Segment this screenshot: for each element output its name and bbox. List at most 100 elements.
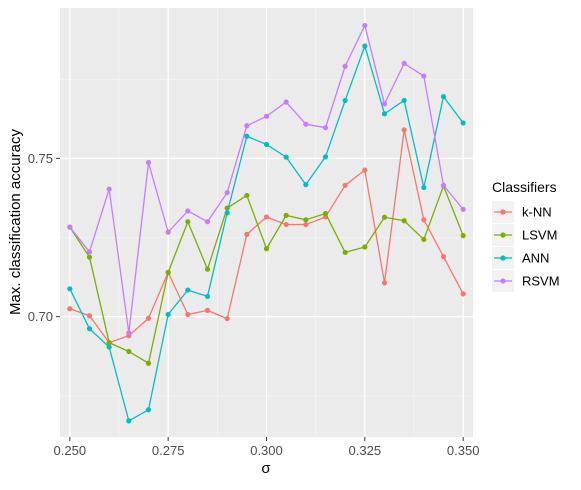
data-point-ann (401, 97, 407, 104)
data-point-ann (145, 407, 152, 413)
legend-item-ann: ANN (492, 247, 549, 269)
x-tick-label: 0.325 (349, 443, 382, 458)
data-point-ann (263, 141, 270, 148)
data-point-ann (322, 154, 329, 160)
data-point-rsvm (342, 63, 348, 69)
data-point-ann (86, 326, 93, 332)
data-point-k-nn (460, 291, 466, 297)
x-tick-label: 0.300 (250, 443, 283, 458)
data-point-lsvm (165, 269, 171, 275)
data-point-k-nn (86, 313, 93, 319)
data-point-ann (303, 182, 309, 188)
data-point-ann (185, 287, 191, 293)
data-point-ann (362, 43, 368, 49)
data-point-rsvm (381, 101, 388, 107)
data-point-k-nn (224, 315, 230, 322)
data-point-lsvm (283, 212, 289, 218)
data-point-k-nn (263, 214, 270, 220)
data-point-lsvm (204, 266, 211, 272)
data-point-k-nn (145, 315, 152, 321)
data-point-lsvm (185, 219, 191, 225)
y-tick-label: 0.70 (28, 309, 53, 324)
series-ann (67, 43, 466, 424)
data-point-rsvm (86, 249, 93, 255)
data-point-ann (460, 120, 466, 126)
data-point-rsvm (303, 121, 309, 127)
data-point-rsvm (460, 206, 466, 212)
data-point-k-nn (342, 182, 348, 188)
data-point-ann (342, 97, 348, 104)
legend-label: LSVM (522, 228, 557, 243)
data-point-ann (381, 111, 388, 117)
data-point-lsvm (381, 214, 388, 220)
data-point-rsvm (440, 182, 447, 188)
legend: Classifiers k-NN LSVM ANN RSVM (492, 179, 560, 292)
data-point-ann (106, 344, 112, 350)
data-point-ann (440, 94, 447, 100)
data-point-rsvm (145, 159, 152, 166)
data-point-k-nn (381, 280, 388, 286)
major-gridlines (60, 8, 473, 437)
series-rsvm (67, 22, 466, 336)
x-axis: 0.250 0.275 0.300 0.325 0.350 (54, 437, 480, 458)
data-point-k-nn (185, 311, 191, 318)
data-point-k-nn (401, 127, 407, 133)
data-point-lsvm (421, 236, 427, 243)
data-point-lsvm (106, 340, 112, 346)
legend-label: ANN (522, 251, 549, 266)
data-point-rsvm (106, 186, 112, 192)
data-point-lsvm (145, 360, 152, 366)
data-point-ann (224, 210, 230, 216)
data-point-k-nn (421, 217, 427, 223)
series-layer (67, 22, 466, 424)
data-point-lsvm (322, 210, 329, 217)
data-point-lsvm (126, 348, 132, 355)
legend-item-k-nn: k-NN (492, 201, 552, 223)
data-point-ann (283, 154, 289, 160)
data-point-ann (421, 184, 427, 191)
data-point-rsvm (322, 125, 329, 131)
y-axis-title: Max. classification accuracy (7, 129, 24, 315)
data-point-lsvm (303, 217, 309, 223)
data-point-lsvm (342, 249, 348, 256)
data-point-lsvm (263, 246, 270, 252)
data-point-rsvm (165, 229, 171, 235)
data-point-k-nn (303, 221, 309, 228)
data-point-ann (67, 286, 73, 292)
data-point-k-nn (67, 306, 73, 312)
data-point-rsvm (126, 330, 132, 336)
x-tick-label: 0.250 (54, 443, 87, 458)
data-point-rsvm (224, 189, 230, 196)
legend-key-point (500, 232, 506, 238)
data-point-rsvm (263, 113, 270, 119)
data-point-ann (244, 133, 250, 139)
data-point-rsvm (401, 60, 407, 67)
data-point-k-nn (440, 253, 447, 260)
data-point-k-nn (283, 221, 289, 228)
legend-key-point (500, 209, 506, 215)
data-point-lsvm (401, 218, 407, 224)
legend-label: k-NN (522, 205, 552, 220)
data-point-rsvm (244, 123, 250, 129)
x-tick-label: 0.350 (447, 443, 480, 458)
data-point-rsvm (362, 22, 368, 29)
data-point-rsvm (67, 224, 73, 230)
legend-key-point (500, 255, 506, 261)
legend-key-point (500, 278, 506, 284)
data-point-lsvm (86, 254, 93, 260)
data-point-rsvm (283, 99, 289, 105)
series-lsvm (67, 183, 466, 366)
data-point-ann (165, 311, 171, 318)
data-point-k-nn (204, 307, 211, 313)
data-point-lsvm (362, 244, 368, 250)
x-axis-title: σ (261, 460, 271, 477)
data-point-k-nn (244, 231, 250, 237)
data-point-ann (204, 293, 211, 300)
legend-label: RSVM (522, 274, 560, 289)
data-point-rsvm (185, 208, 191, 214)
legend-title: Classifiers (492, 179, 557, 195)
data-point-rsvm (421, 73, 427, 79)
data-point-lsvm (244, 192, 250, 199)
